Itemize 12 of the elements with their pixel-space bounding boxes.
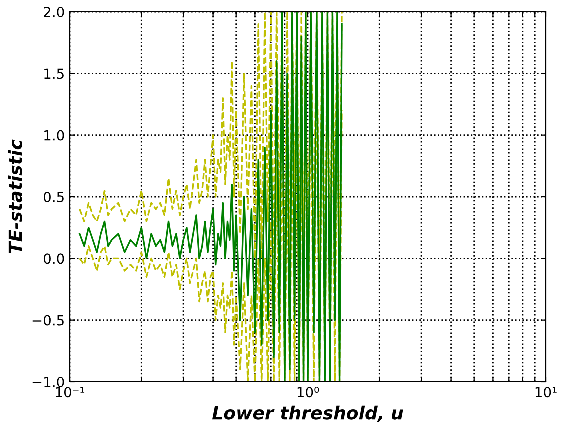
y-tick-label: 2.0	[44, 6, 64, 18]
y-tick-label: 0.0	[44, 254, 64, 264]
x-tick-label: 10⁰	[298, 387, 320, 398]
y-axis-title: TE-statistic	[8, 140, 22, 254]
x-tick-label: 10¹	[536, 387, 557, 398]
y-tick-label: −1.0	[32, 376, 64, 388]
y-tick-label: 0.5	[44, 192, 64, 202]
y-tick-label: 1.0	[44, 130, 64, 141]
x-tick-label: 10⁻¹	[56, 387, 85, 398]
y-tick-label: −0.5	[32, 315, 64, 326]
x-axis-title: Lower threshold, u	[212, 406, 404, 422]
y-tick-label: 1.5	[44, 68, 64, 80]
